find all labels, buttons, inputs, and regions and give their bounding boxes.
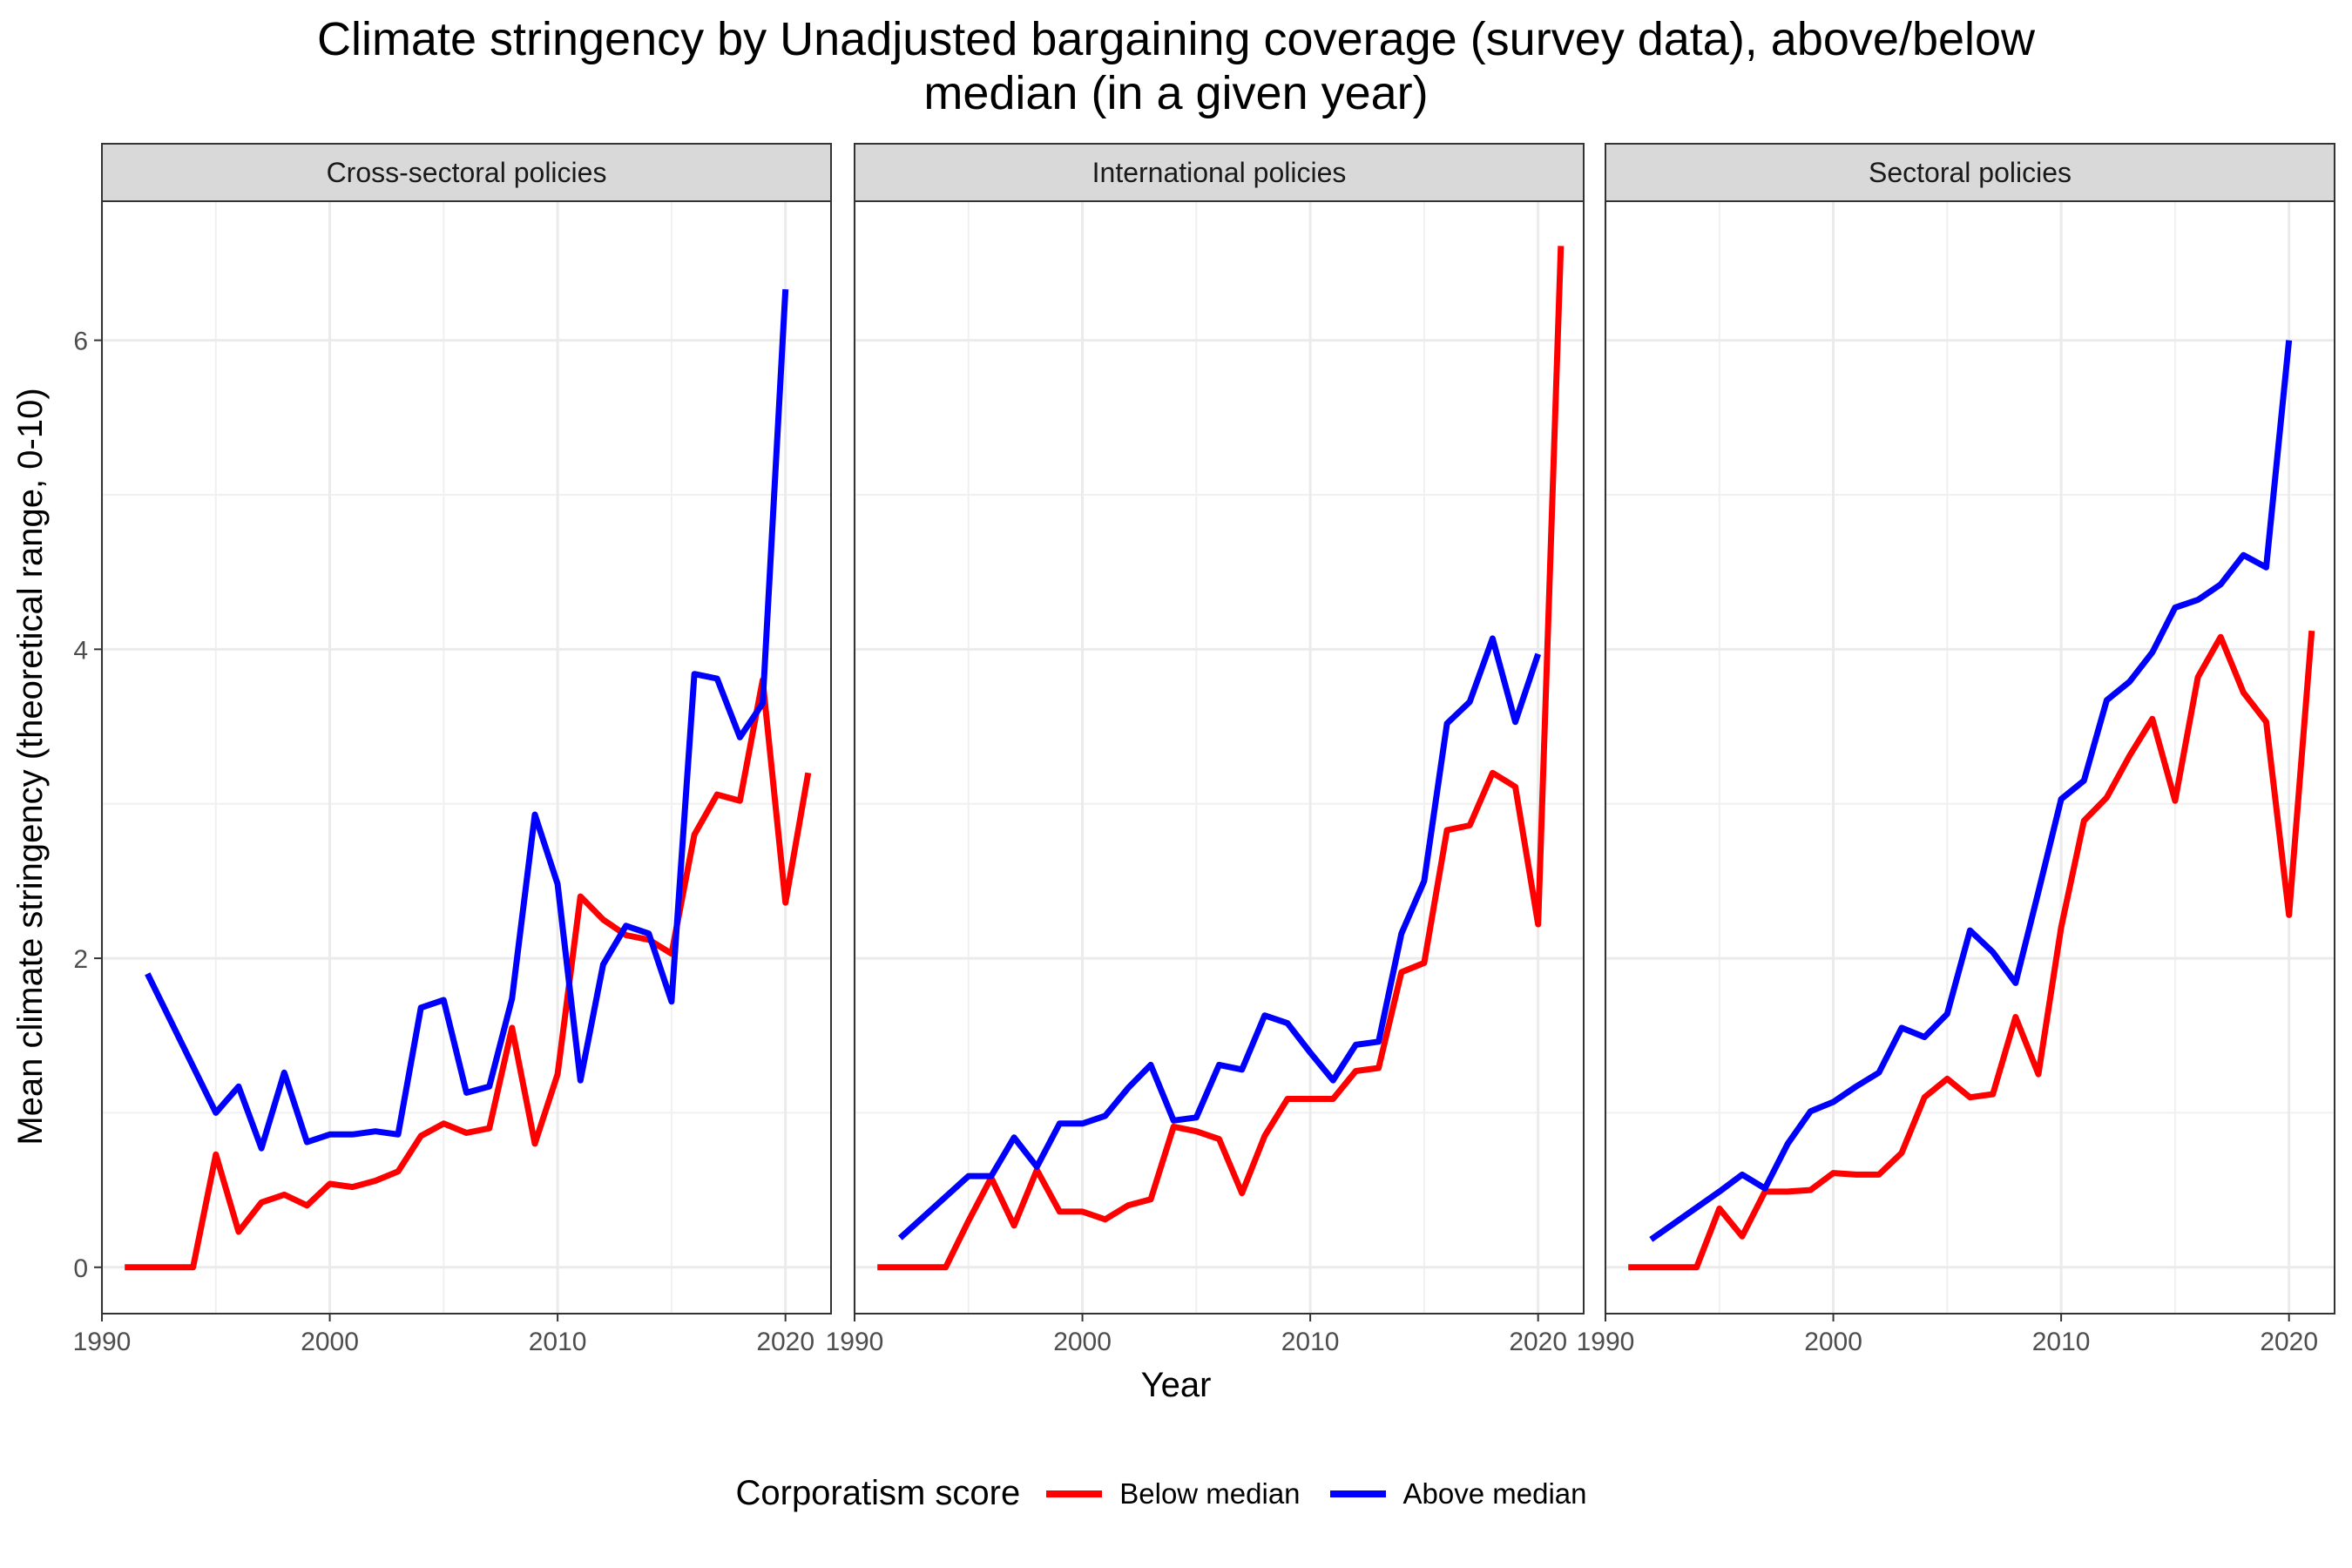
facet-strip-label: Sectoral policies [1869, 157, 2072, 188]
x-tick-label: 2000 [1053, 1328, 1112, 1356]
chart-title-line-2: median (in a given year) [923, 67, 1429, 119]
facet-strip [101, 143, 832, 202]
y-tick-label: 2 [73, 945, 88, 974]
x-tick-label: 2010 [2032, 1328, 2091, 1356]
panel-background [855, 201, 1584, 1314]
facet-strip-label: Cross-sectoral policies [327, 157, 607, 188]
chart-title-line-1: Climate stringency by Unadjusted bargain… [316, 13, 2036, 65]
legend-title: Corporatism score [735, 1474, 1021, 1512]
x-tick-label: 2000 [1804, 1328, 1862, 1356]
facet-strip [854, 143, 1585, 202]
legend-label-above-median: Above median [1402, 1477, 1587, 1510]
legend-key-below-median [1046, 1490, 1103, 1497]
x-tick-label: 1990 [826, 1328, 884, 1356]
legend-item-below-median: Below median [1046, 1477, 1301, 1511]
x-tick-label: 1990 [73, 1328, 132, 1356]
y-tick-label: 0 [73, 1254, 88, 1283]
x-axis-title: Year [1140, 1366, 1212, 1404]
legend-label-below-median: Below median [1119, 1477, 1301, 1510]
x-tick-label: 2010 [1281, 1328, 1340, 1356]
y-axis-title: Mean climate stringency (theoretical ran… [11, 388, 50, 1146]
x-tick-label: 2020 [756, 1328, 814, 1356]
facet-strip [1605, 143, 2335, 202]
x-tick-label: 2010 [529, 1328, 587, 1356]
series-line-above-median [145, 288, 789, 1152]
legend: Corporatism score Below median Above med… [0, 1474, 2352, 1513]
x-tick-label: 1990 [1577, 1328, 1635, 1356]
legend-key-above-median [1329, 1490, 1386, 1497]
x-tick-label: 2020 [2260, 1328, 2318, 1356]
y-tick-label: 6 [73, 328, 88, 356]
series-line-above-median [897, 635, 1542, 1240]
x-tick-label: 2000 [301, 1328, 359, 1356]
panel-background [1605, 201, 2335, 1314]
legend-item-above-median: Above median [1329, 1477, 1587, 1511]
series-line-below-median [1628, 630, 2315, 1271]
series-line-below-median [125, 677, 812, 1271]
series-line-above-median [1649, 340, 2293, 1242]
panel-background [102, 201, 831, 1314]
facet-strip-label: International policies [1092, 157, 1347, 188]
y-tick-label: 4 [73, 636, 88, 665]
x-tick-label: 2020 [1509, 1328, 1567, 1356]
